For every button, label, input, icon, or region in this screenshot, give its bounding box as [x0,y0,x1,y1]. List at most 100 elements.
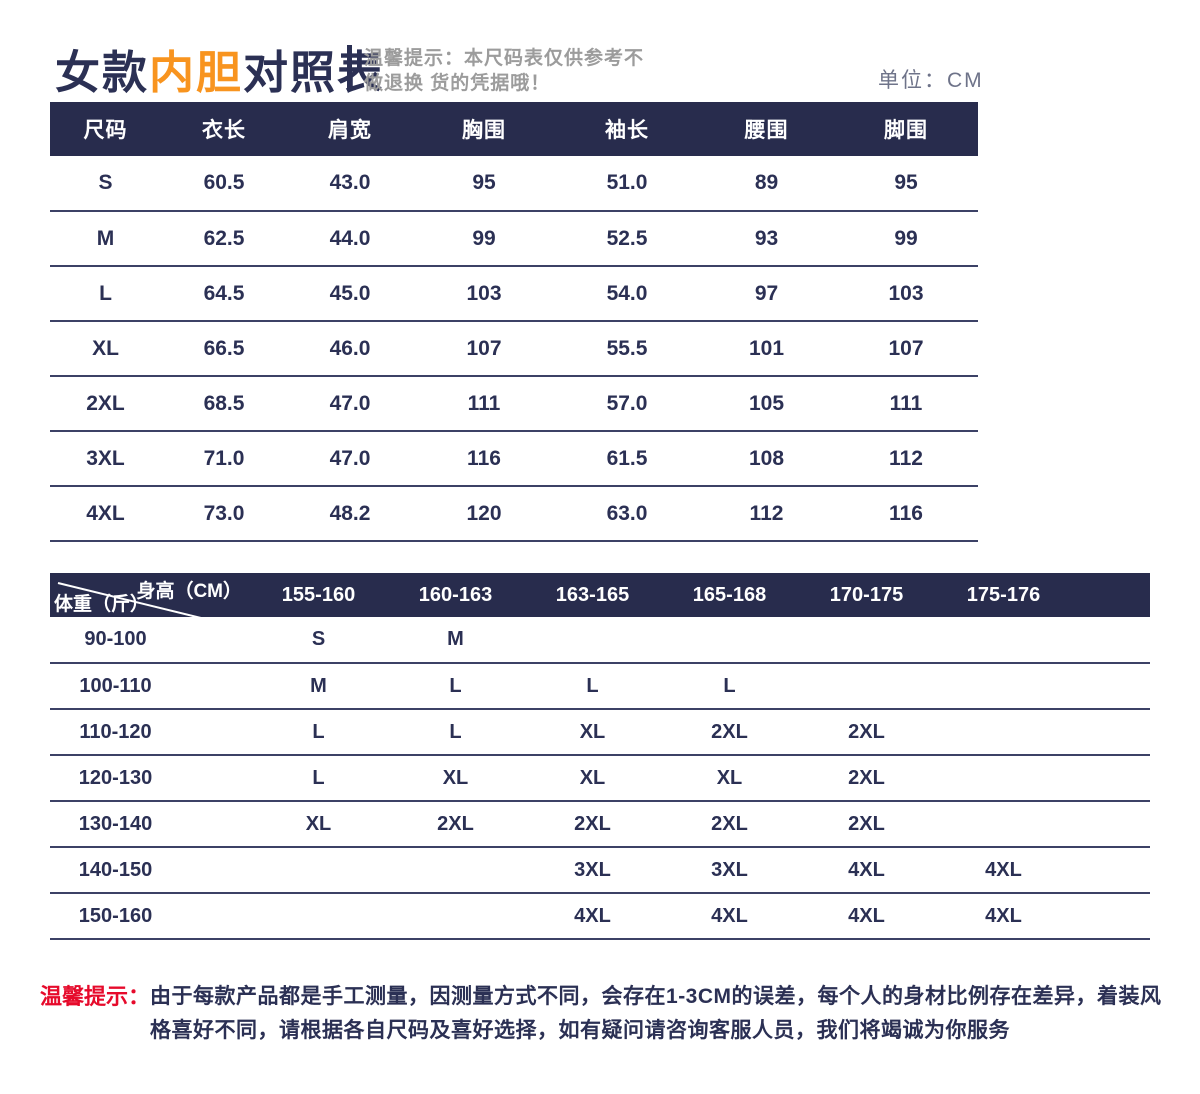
weight-range-cell: 140-150 [50,847,250,894]
size-table-cell: 43.0 [287,156,413,212]
size-table-cell: 47.0 [287,376,413,432]
filler-cell [1072,801,1150,848]
matrix-size-cell [935,709,1072,756]
reference-tip-line2: 做退换 货的凭据哦！ [364,73,551,94]
size-table-cell: 116 [413,431,555,487]
matrix-size-cell [798,617,935,664]
matrix-size-cell [661,617,798,664]
matrix-size-cell: 2XL [661,709,798,756]
size-column-header: 腰围 [744,119,789,142]
size-table-cell: 3XL [50,431,161,487]
size-column-header: 脚围 [884,119,928,142]
size-table-cell: 95 [834,156,978,212]
matrix-size-cell: 4XL [661,893,798,940]
title-segment-highlight: 内胆 [149,47,244,98]
size-table-row: 3XL 71.0 47.0 116 61.5 108 112 [50,431,978,487]
size-table-cell: 73.0 [161,486,287,542]
matrix-size-cell [250,847,387,894]
size-column-header: 袖长 [605,119,649,142]
size-table-cell: 68.5 [161,376,287,432]
matrix-size-cell: M [250,663,387,710]
size-table-cell: L [50,266,161,322]
size-table-cell: 107 [413,321,555,377]
filler-cell [1072,847,1150,894]
title-segment: 对照表 [243,47,385,98]
size-table-cell: 111 [834,376,978,432]
matrix-size-cell: L [387,663,524,710]
size-table-cell: 4XL [50,486,161,542]
page-title: 女款内胆对照表 [55,36,384,101]
matrix-size-cell: 4XL [798,847,935,894]
matrix-size-cell: 4XL [524,893,661,940]
matrix-size-cell [387,893,524,940]
matrix-size-cell [387,847,524,894]
weight-range-cell: 100-110 [50,663,250,710]
matrix-table-row: 140-150 3XL 3XL 4XL 4XL [50,847,1150,894]
matrix-table-row: 90-100 S M [50,617,1150,664]
size-table-cell: 99 [834,211,978,267]
footer-note-text: 由于每款产品都是手工测量，因测量方式不同，会存在1-3CM的误差，每个人的身材比… [150,985,1162,1042]
matrix-size-cell [935,663,1072,710]
footer-note: 温馨提示： 由于每款产品都是手工测量，因测量方式不同，会存在1-3CM的误差，每… [40,980,1165,1048]
matrix-size-cell: L [250,709,387,756]
matrix-size-cell: 2XL [798,801,935,848]
matrix-size-cell: XL [524,755,661,802]
size-table-cell: 107 [834,321,978,377]
size-table-cell: 60.5 [161,156,287,212]
matrix-table-body: 90-100 S M 100-110 M L L L 110-120 L L XL 2XL 2XL 120-… [50,617,1150,940]
size-table-cell: S [50,156,161,212]
filler-cell [1072,617,1150,664]
size-table-row: 2XL 68.5 47.0 111 57.0 105 111 [50,376,978,432]
height-range-header: 165-168 [692,583,767,606]
size-table-cell: 55.5 [555,321,699,377]
matrix-size-cell: 4XL [935,893,1072,940]
size-table-cell: 101 [699,321,834,377]
size-column-header: 肩宽 [328,119,372,142]
size-table-cell: 45.0 [287,266,413,322]
matrix-size-cell: 3XL [524,847,661,894]
footer-note-label: 温馨提示： [40,984,151,1009]
matrix-size-cell: M [387,617,524,664]
filler-header [1072,573,1150,617]
matrix-size-cell: 2XL [661,801,798,848]
size-table-cell: 103 [834,266,978,322]
matrix-table-row: 150-160 4XL 4XL 4XL 4XL [50,893,1150,940]
matrix-size-cell: XL [387,755,524,802]
filler-cell [1072,663,1150,710]
size-table-cell: 48.2 [287,486,413,542]
reference-tip-line1: 温馨提示：本尺码表仅供参考不 [364,48,645,69]
filler-cell [1072,893,1150,940]
size-table-cell: 89 [699,156,834,212]
matrix-size-cell: L [387,709,524,756]
matrix-size-cell: S [250,617,387,664]
size-table-cell: 57.0 [555,376,699,432]
weight-range-cell: 90-100 [50,617,250,664]
matrix-size-cell: 2XL [387,801,524,848]
reference-tip: 温馨提示：本尺码表仅供参考不 做退换 货的凭据哦！ [364,46,644,96]
matrix-table-row: 120-130 L XL XL XL 2XL [50,755,1150,802]
size-table-cell: 54.0 [555,266,699,322]
size-table-cell: 52.5 [555,211,699,267]
height-range-header: 160-163 [418,583,493,606]
size-table-cell: 46.0 [287,321,413,377]
size-table-cell: 64.5 [161,266,287,322]
size-table-row: L 64.5 45.0 103 54.0 97 103 [50,266,978,322]
matrix-size-cell: L [524,663,661,710]
size-table-cell: 61.5 [555,431,699,487]
size-table-cell: 112 [834,431,978,487]
size-table-row: M 62.5 44.0 99 52.5 93 99 [50,211,978,267]
matrix-size-cell: 4XL [798,893,935,940]
size-table-body: S 60.5 43.0 95 51.0 89 95 M 62.5 44.0 99 52.5 93 99 L 6… [50,156,978,542]
weight-range-cell: 150-160 [50,893,250,940]
matrix-size-cell [935,801,1072,848]
weight-range-cell: 130-140 [50,801,250,848]
matrix-table-row: 110-120 L L XL 2XL 2XL [50,709,1150,756]
matrix-size-cell: 2XL [524,801,661,848]
matrix-table-row: 100-110 M L L L [50,663,1150,710]
matrix-size-cell [935,755,1072,802]
size-table-cell: 71.0 [161,431,287,487]
matrix-size-cell: XL [524,709,661,756]
size-table-cell: 116 [834,486,978,542]
size-table-header-row: 尺码 衣长 肩宽 胸围 袖长 腰围 脚围 [50,102,978,156]
